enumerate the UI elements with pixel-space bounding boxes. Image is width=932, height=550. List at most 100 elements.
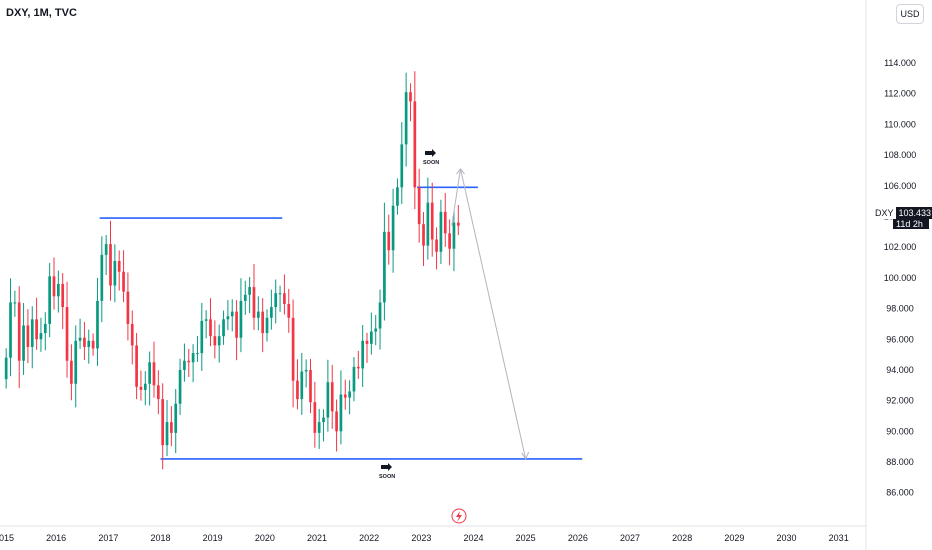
candle-body <box>226 316 230 320</box>
x-tick-label: 2028 <box>672 533 692 543</box>
candle <box>39 317 43 352</box>
candle-body <box>365 340 369 344</box>
candle <box>300 352 304 415</box>
candle-body <box>165 422 169 446</box>
candle-body <box>22 325 25 361</box>
candle-body <box>43 323 47 334</box>
projection-peak-marker <box>456 168 465 175</box>
candle <box>148 351 151 406</box>
candle <box>104 234 108 276</box>
candle <box>78 318 82 349</box>
candle <box>448 219 451 266</box>
x-tick-label: 2027 <box>620 533 640 543</box>
x-tick-label: 2022 <box>359 533 379 543</box>
candle <box>4 348 8 389</box>
candle <box>139 370 143 401</box>
last-price-symbol: DXY <box>873 207 896 219</box>
candle <box>187 348 191 377</box>
soon-label-upper: SOON <box>423 160 439 166</box>
candle <box>452 211 456 272</box>
candle <box>343 379 347 410</box>
candle-body <box>343 394 347 398</box>
y-tick-label: 108.000 <box>884 150 917 160</box>
candle <box>26 309 30 364</box>
lightning-icon-bolt <box>456 511 462 522</box>
candle <box>317 408 321 449</box>
candle <box>443 192 447 247</box>
right-arrow-icon <box>381 463 392 471</box>
last-price-badge: DXY 103.433 11d 2h <box>873 207 932 229</box>
candle-body <box>313 402 317 433</box>
x-tick-label: 2031 <box>829 533 849 543</box>
candle-body <box>70 360 73 384</box>
y-tick-label: 98.000 <box>886 304 914 314</box>
candle-body <box>178 369 182 404</box>
candle-body <box>239 300 243 338</box>
candle-body <box>148 362 151 384</box>
candle <box>35 297 38 350</box>
candle-body <box>309 369 312 403</box>
candle-body <box>126 291 130 324</box>
candle <box>156 370 160 415</box>
candle <box>383 202 386 321</box>
candle <box>435 227 438 270</box>
currency-selector[interactable]: USD <box>896 4 924 24</box>
candle <box>400 122 404 205</box>
candle-body <box>448 233 451 249</box>
y-tick-label: 110.000 <box>884 119 916 129</box>
candle <box>70 344 73 401</box>
candle-body <box>83 337 86 347</box>
x-tick-label: 2017 <box>98 533 118 543</box>
candle-body <box>4 357 8 380</box>
candle-body <box>322 417 325 423</box>
candle-body <box>96 300 99 349</box>
candle <box>91 333 95 356</box>
candle <box>252 263 256 330</box>
candle <box>213 320 217 359</box>
x-tick-label: 2026 <box>568 533 588 543</box>
candle <box>161 383 165 470</box>
candle <box>413 71 417 210</box>
candle <box>387 214 391 265</box>
candle <box>426 177 430 260</box>
candle-body <box>452 222 456 249</box>
candle <box>117 250 121 291</box>
candle <box>378 289 382 350</box>
y-tick-label: 114.000 <box>884 58 916 68</box>
candle-body <box>370 331 373 344</box>
candle-body <box>174 403 178 433</box>
last-price-value: 103.433 <box>895 207 932 219</box>
candle <box>322 409 325 442</box>
candle-body <box>409 92 412 102</box>
candle <box>417 168 421 243</box>
lightning-icon <box>451 508 467 524</box>
candle <box>270 289 273 330</box>
candle-body <box>391 205 395 251</box>
candle <box>278 285 282 312</box>
candle <box>22 302 25 375</box>
candle-body <box>235 311 238 338</box>
y-tick-label: 96.000 <box>886 334 914 344</box>
candle <box>96 277 99 366</box>
candle <box>30 306 34 369</box>
candle <box>348 380 351 415</box>
soon-label-lower: SOON <box>379 474 395 480</box>
y-tick-label: 102.000 <box>884 242 917 252</box>
candle <box>339 370 343 445</box>
candle <box>43 312 47 351</box>
candle-body <box>422 224 425 246</box>
candle-body <box>191 353 195 363</box>
candle <box>100 236 104 323</box>
candle <box>265 309 269 342</box>
chart-symbol-title[interactable]: DXY, 1M, TVC <box>6 7 77 19</box>
candle <box>113 244 117 303</box>
candle-body <box>200 320 204 354</box>
candle <box>409 83 412 122</box>
candle-body <box>122 271 125 292</box>
candle <box>313 381 317 448</box>
candle <box>256 296 260 331</box>
candle <box>13 290 17 317</box>
candle-body <box>374 328 378 332</box>
candle <box>122 250 125 303</box>
